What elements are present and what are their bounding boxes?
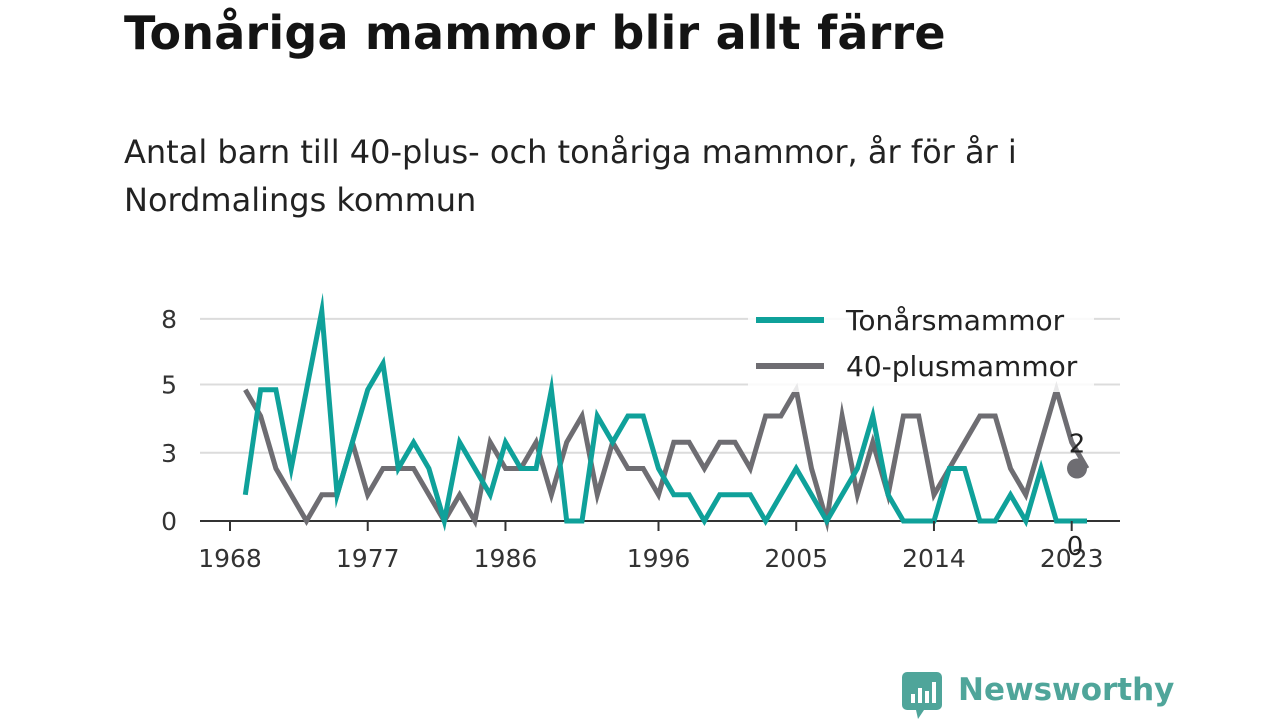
y-tick-label: 5 [161, 371, 177, 400]
end-label-40-plusmammor: 2 [1069, 430, 1086, 460]
chart-subtitle: Antal barn till 40-plus- och tonåriga ma… [124, 128, 1184, 224]
end-point-40-plusmammor [1067, 458, 1087, 479]
series-line-tonarsmammor [242, 292, 1087, 532]
y-axis-ticks: 0 3 5 8 [161, 305, 177, 536]
x-tick-label: 2005 [764, 544, 828, 573]
x-tick-label: 2014 [902, 544, 966, 573]
series-lines [242, 292, 1090, 533]
brand-name: Newsworthy [958, 672, 1175, 708]
legend: Tonårsmammor 40-plusmammor [748, 296, 1094, 392]
x-tick-label: 1977 [336, 544, 400, 573]
subtitle-line-1: Antal barn till 40-plus- och tonåriga ma… [124, 133, 1017, 171]
end-label-tonarsmammor: 0 [1067, 532, 1084, 562]
y-tick-label: 0 [161, 507, 177, 536]
chart-title: Tonåriga mammor blir allt färre [124, 6, 946, 60]
x-tick-label: 1986 [474, 544, 538, 573]
subtitle-line-2: Nordmalings kommun [124, 181, 477, 219]
x-tick-label: 2023 [1040, 544, 1104, 573]
legend-label: Tonårsmammor [845, 304, 1065, 337]
x-tick-label: 1996 [627, 544, 691, 573]
x-tick-label: 1968 [198, 544, 262, 573]
end-labels: 20 [1067, 430, 1087, 562]
y-tick-label: 8 [161, 305, 177, 334]
y-tick-label: 3 [161, 439, 177, 468]
legend-background [748, 296, 1094, 392]
series-line-40-plusmammor [243, 380, 1090, 533]
x-axis-ticks: 1968 1977 1986 1996 2005 2014 2023 [198, 521, 1104, 573]
legend-label: 40-plusmammor [846, 350, 1078, 383]
newsworthy-logo-icon [902, 672, 942, 719]
